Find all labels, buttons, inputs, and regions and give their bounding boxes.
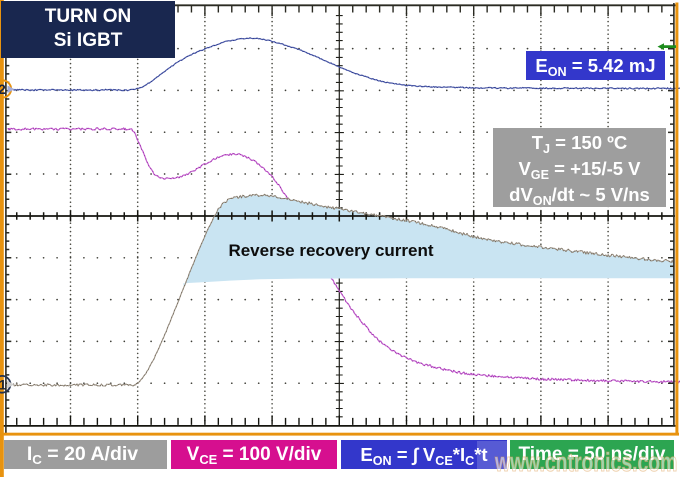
svg-text:1: 1 [0,378,7,393]
svg-text:2: 2 [0,82,6,97]
